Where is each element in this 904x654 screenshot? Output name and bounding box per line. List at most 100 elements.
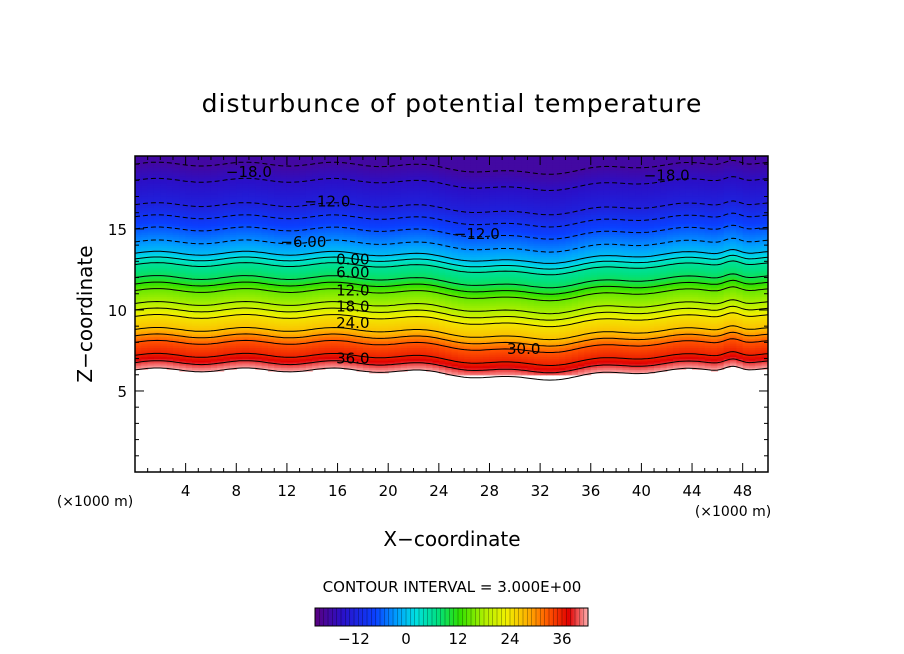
field-cell bbox=[318, 290, 326, 294]
field-cell bbox=[394, 190, 402, 194]
field-cell bbox=[286, 369, 294, 372]
field-cell bbox=[204, 279, 212, 283]
field-cell bbox=[229, 234, 237, 237]
field-cell bbox=[179, 166, 187, 170]
field-cell bbox=[369, 179, 377, 183]
field-cell bbox=[204, 192, 212, 195]
field-cell bbox=[312, 310, 320, 314]
field-cell bbox=[350, 227, 358, 230]
field-cell bbox=[337, 194, 345, 197]
field-cell bbox=[210, 363, 218, 367]
field-cell bbox=[375, 228, 383, 232]
field-cell bbox=[381, 270, 389, 274]
field-cell bbox=[217, 186, 225, 190]
field-cell bbox=[185, 352, 193, 356]
field-cell bbox=[394, 179, 402, 183]
field-cell bbox=[388, 250, 396, 254]
field-cell bbox=[362, 161, 370, 164]
field-cell bbox=[280, 267, 288, 270]
field-cell bbox=[229, 241, 237, 245]
field-cell bbox=[356, 269, 364, 272]
field-cell bbox=[255, 216, 263, 219]
field-cell bbox=[198, 236, 206, 239]
field-cell bbox=[166, 159, 174, 163]
field-cell bbox=[185, 327, 193, 330]
field-cell bbox=[305, 287, 313, 290]
field-cell bbox=[210, 367, 218, 370]
field-cell bbox=[369, 267, 377, 270]
field-cell bbox=[356, 247, 364, 250]
field-cell bbox=[185, 203, 193, 206]
field-cell bbox=[191, 201, 199, 204]
field-cell bbox=[229, 157, 237, 161]
field-cell bbox=[236, 270, 244, 274]
field-cell bbox=[248, 269, 256, 272]
field-cell bbox=[318, 201, 326, 204]
field-cell bbox=[331, 289, 339, 292]
field-cell bbox=[369, 365, 377, 369]
field-cell bbox=[369, 294, 377, 297]
field-cell bbox=[324, 351, 332, 354]
field-cell bbox=[318, 166, 326, 170]
field-cell bbox=[248, 203, 256, 206]
field-cell bbox=[388, 176, 396, 179]
field-cell bbox=[305, 236, 313, 239]
field-cell bbox=[160, 203, 168, 206]
field-cell bbox=[166, 362, 174, 365]
field-cell bbox=[141, 208, 149, 212]
field-cell bbox=[261, 300, 269, 303]
field-cell bbox=[274, 310, 282, 314]
field-cell bbox=[337, 327, 345, 330]
field-cell bbox=[388, 325, 396, 328]
field-cell bbox=[324, 208, 332, 212]
field-cell bbox=[293, 252, 301, 256]
field-cell bbox=[135, 201, 142, 204]
field-cell bbox=[236, 208, 244, 212]
field-cell bbox=[191, 196, 199, 199]
field-cell bbox=[248, 267, 256, 270]
field-cell bbox=[305, 210, 313, 214]
field-cell bbox=[172, 207, 180, 210]
field-cell bbox=[172, 163, 180, 166]
field-cell bbox=[369, 354, 377, 358]
field-cell bbox=[185, 307, 193, 310]
field-cell bbox=[280, 247, 288, 250]
field-cell bbox=[299, 336, 307, 339]
field-cell bbox=[274, 192, 282, 195]
field-cell bbox=[343, 236, 351, 239]
field-cell bbox=[375, 217, 383, 221]
field-cell bbox=[267, 323, 275, 327]
field-cell bbox=[324, 281, 332, 285]
field-cell bbox=[141, 341, 149, 345]
field-cell bbox=[394, 159, 402, 163]
field-cell bbox=[172, 363, 180, 367]
field-cell bbox=[267, 294, 275, 297]
field-cell bbox=[255, 294, 263, 297]
field-cell bbox=[299, 269, 307, 272]
field-cell bbox=[280, 261, 288, 265]
field-cell bbox=[141, 199, 149, 203]
field-cell bbox=[242, 345, 250, 349]
field-cell bbox=[299, 356, 307, 359]
field-cell bbox=[299, 185, 307, 188]
field-cell bbox=[350, 321, 358, 325]
field-cell bbox=[191, 345, 199, 349]
field-cell bbox=[198, 174, 206, 177]
field-cell bbox=[388, 340, 396, 343]
field-cell bbox=[185, 210, 193, 214]
field-cell bbox=[299, 172, 307, 175]
field-cell bbox=[204, 201, 212, 204]
field-cell bbox=[242, 351, 250, 354]
field-cell bbox=[160, 294, 168, 297]
field-cell bbox=[166, 216, 174, 219]
field-cell bbox=[223, 341, 231, 345]
field-cell bbox=[318, 318, 326, 321]
field-cell bbox=[305, 157, 313, 161]
field-cell bbox=[350, 165, 358, 168]
field-cell bbox=[388, 163, 396, 166]
field-cell bbox=[135, 161, 142, 164]
field-cell bbox=[280, 296, 288, 299]
field-cell bbox=[229, 272, 237, 276]
field-cell bbox=[191, 181, 199, 184]
field-cell bbox=[191, 331, 199, 334]
